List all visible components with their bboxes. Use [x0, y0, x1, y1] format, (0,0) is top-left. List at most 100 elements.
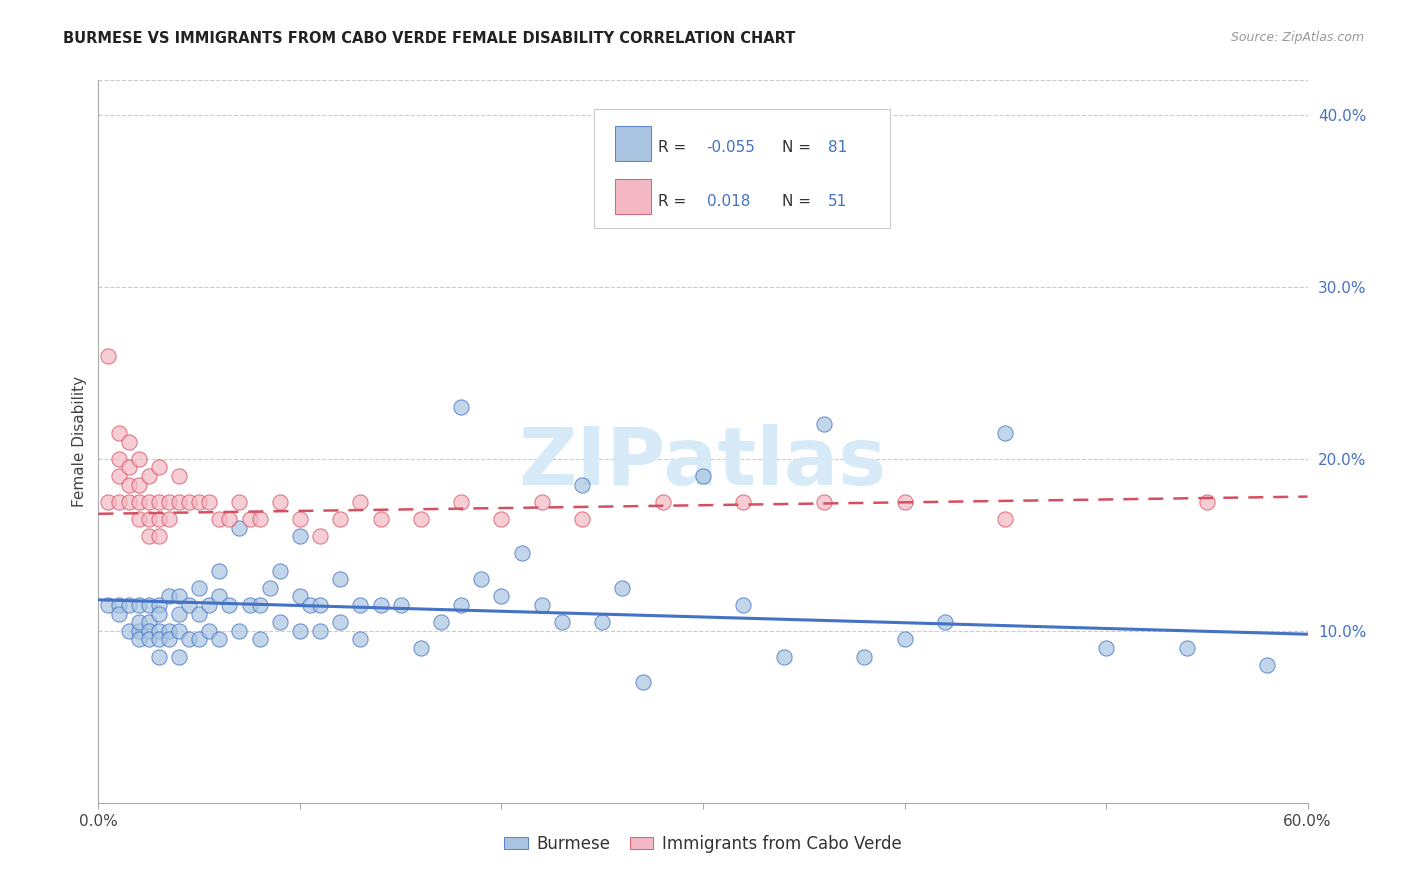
Text: BURMESE VS IMMIGRANTS FROM CABO VERDE FEMALE DISABILITY CORRELATION CHART: BURMESE VS IMMIGRANTS FROM CABO VERDE FE…: [63, 31, 796, 46]
Point: [138, 615, 160, 630]
Point: [138, 469, 160, 483]
Point: [733, 494, 755, 508]
Point: [107, 494, 129, 508]
Point: [228, 624, 250, 638]
Text: ZIPatlas: ZIPatlas: [519, 425, 887, 502]
Point: [530, 494, 553, 508]
Point: [179, 598, 201, 612]
Point: [612, 581, 634, 595]
Point: [228, 494, 250, 508]
Point: [1175, 640, 1198, 655]
Point: [450, 494, 472, 508]
Point: [118, 598, 141, 612]
Point: [349, 632, 371, 647]
Point: [128, 477, 150, 491]
Point: [733, 598, 755, 612]
Point: [157, 512, 180, 526]
Point: [97, 598, 120, 612]
Point: [118, 434, 141, 449]
Legend: Burmese, Immigrants from Cabo Verde: Burmese, Immigrants from Cabo Verde: [498, 828, 908, 860]
Point: [813, 417, 835, 432]
Point: [148, 632, 170, 647]
Point: [188, 632, 211, 647]
Point: [309, 598, 332, 612]
Point: [651, 494, 673, 508]
Point: [450, 598, 472, 612]
Point: [329, 572, 352, 586]
Point: [269, 615, 291, 630]
Point: [389, 598, 412, 612]
Point: [148, 512, 170, 526]
Point: [188, 494, 211, 508]
Point: [551, 615, 574, 630]
Point: [128, 632, 150, 647]
Point: [571, 477, 593, 491]
FancyBboxPatch shape: [614, 179, 651, 213]
Point: [157, 632, 180, 647]
Point: [370, 512, 392, 526]
Point: [167, 624, 190, 638]
Point: [118, 494, 141, 508]
Point: [994, 512, 1017, 526]
Point: [813, 494, 835, 508]
Point: [239, 598, 262, 612]
Point: [934, 615, 956, 630]
Point: [370, 598, 392, 612]
Point: [259, 581, 281, 595]
Point: [118, 624, 141, 638]
Point: [167, 590, 190, 604]
Point: [208, 564, 231, 578]
Point: [138, 512, 160, 526]
Point: [148, 624, 170, 638]
Point: [138, 632, 160, 647]
Point: [107, 425, 129, 440]
Point: [288, 624, 311, 638]
Point: [167, 469, 190, 483]
Point: [470, 572, 492, 586]
Point: [148, 529, 170, 543]
Point: [591, 615, 613, 630]
Point: [329, 615, 352, 630]
Point: [118, 477, 141, 491]
Point: [107, 469, 129, 483]
Point: [138, 494, 160, 508]
Point: [167, 494, 190, 508]
Point: [198, 494, 221, 508]
Point: [288, 529, 311, 543]
Point: [772, 649, 794, 664]
Point: [288, 512, 311, 526]
Point: [179, 632, 201, 647]
Point: [157, 494, 180, 508]
Point: [309, 624, 332, 638]
Point: [249, 512, 271, 526]
Point: [198, 598, 221, 612]
Point: [118, 460, 141, 475]
Point: [128, 615, 150, 630]
Point: [530, 598, 553, 612]
Point: [228, 520, 250, 534]
Point: [128, 494, 150, 508]
Text: R =: R =: [658, 194, 692, 209]
FancyBboxPatch shape: [595, 109, 890, 228]
Point: [491, 512, 513, 526]
Point: [148, 460, 170, 475]
Point: [249, 632, 271, 647]
Point: [309, 529, 332, 543]
Point: [853, 649, 876, 664]
Point: [288, 590, 311, 604]
Point: [491, 590, 513, 604]
Point: [157, 624, 180, 638]
Point: [107, 451, 129, 466]
Point: [1195, 494, 1218, 508]
Point: [450, 400, 472, 414]
Point: [148, 649, 170, 664]
Point: [188, 581, 211, 595]
Point: [148, 607, 170, 621]
Point: [128, 451, 150, 466]
Point: [157, 590, 180, 604]
FancyBboxPatch shape: [614, 127, 651, 161]
Point: [218, 598, 240, 612]
Point: [249, 598, 271, 612]
Point: [409, 512, 432, 526]
Point: [651, 168, 673, 182]
